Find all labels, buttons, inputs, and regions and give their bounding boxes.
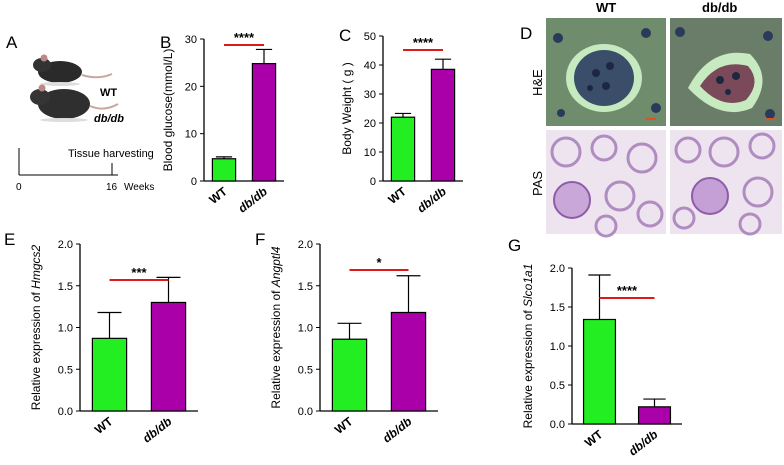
dbdb-mouse-label: db/db xyxy=(94,113,124,125)
chart-f-ytick-label: 0.5 xyxy=(298,364,313,376)
chart-b-significance-label: **** xyxy=(234,30,255,45)
panel-letter-d: D xyxy=(520,24,533,43)
chart-f-ytick-label: 1.5 xyxy=(298,281,313,293)
chart-g-ytick-label: 0.5 xyxy=(550,380,565,392)
panel-letter-c: C xyxy=(339,26,352,45)
chart-f-ylabel-prefix: Relative expression of xyxy=(269,287,283,408)
wt-mouse-label: WT xyxy=(100,87,117,99)
panel-letter-a: A xyxy=(6,33,18,52)
panel-letter-g: G xyxy=(508,236,522,255)
chart-c-ytick-label: 10 xyxy=(364,147,376,159)
chart-g-ytick-label: 1.0 xyxy=(550,341,565,353)
timeline-unit-label: Weeks xyxy=(124,182,154,193)
panel-a-figure: WT db/db Tissue harvesting 0 16 Weeks xyxy=(16,54,154,193)
chart-c-significance-label: **** xyxy=(413,35,434,50)
chart-e-ytick-label: 0.5 xyxy=(58,364,73,376)
chart-f-ytick-label: 1.0 xyxy=(298,323,313,335)
chart-e-bar-wt xyxy=(91,337,128,412)
chart-e-bar-dbdb xyxy=(150,301,187,412)
timeline-event-label: Tissue harvesting xyxy=(68,148,154,160)
chart-c-ytick-label: 0 xyxy=(370,176,376,188)
chart-b-ylabel: Blood glucose(mmol/L) xyxy=(161,49,175,172)
chart-g-bar-dbdb xyxy=(637,406,672,425)
chart-e-ytick-label: 2.0 xyxy=(58,239,73,251)
chart-e-ylabel: Relative expression of Hmgcs2 xyxy=(29,244,43,410)
panel-letter-f: F xyxy=(255,230,266,249)
chart-c-bar-wt xyxy=(390,116,416,182)
chart-b-ytick-label: 30 xyxy=(185,34,197,46)
chart-g-ytick-label: 1.5 xyxy=(550,302,565,314)
histology-col-wt-label: WT xyxy=(596,0,617,15)
chart-b-ytick-label: 20 xyxy=(185,81,197,93)
chart-g-ytick-label: 0.0 xyxy=(550,419,565,431)
chart-c-ytick-label: 20 xyxy=(364,118,376,130)
chart-f-bar-wt xyxy=(331,338,368,412)
chart-g-ylabel-gene: Slco1a1 xyxy=(521,264,535,307)
chart-e-ytick-label: 0.0 xyxy=(58,406,73,418)
chart-e-ylabel-gene: Hmgcs2 xyxy=(29,244,43,288)
chart-g-ylabel-prefix: Relative expression of xyxy=(521,307,535,428)
chart-c-bar-dbdb xyxy=(430,68,456,182)
chart-b-bar-dbdb xyxy=(251,63,277,182)
chart-f-ylabel: Relative expression of Angptl4 xyxy=(269,246,283,408)
chart-f-bar-dbdb xyxy=(390,311,427,412)
timeline-tick-label-16: 16 xyxy=(106,182,118,193)
histology-he-wt-image xyxy=(546,18,666,126)
timeline-tick-label-0: 0 xyxy=(16,182,22,193)
chart-g-ytick-label: 2.0 xyxy=(550,263,565,275)
histology-he-dbdb-image xyxy=(670,18,782,126)
chart-f-ytick-label: 0.0 xyxy=(298,406,313,418)
chart-f-ytick-label: 2.0 xyxy=(298,239,313,251)
chart-g-ylabel: Relative expression of Slco1a1 xyxy=(521,264,535,429)
chart-b-bar-wt xyxy=(211,158,237,182)
panel-letter-e: E xyxy=(4,230,16,249)
histology-pas-dbdb-image xyxy=(670,130,782,236)
chart-e-ylabel-prefix: Relative expression of xyxy=(29,289,43,410)
chart-c-ytick-label: 50 xyxy=(364,31,376,43)
chart-c-ylabel: Body Weight ( g ) xyxy=(340,62,354,154)
chart-g-category-label: WT xyxy=(582,427,606,450)
chart-g-category-label: db/db xyxy=(626,427,660,458)
chart-b-ytick-label: 0 xyxy=(191,176,197,188)
panel-letter-b: B xyxy=(160,33,172,52)
chart-f-significance-label: * xyxy=(376,255,382,270)
histology-pas-wt-image xyxy=(546,130,666,238)
chart-c-ytick-label: 40 xyxy=(364,60,376,72)
dbdb-mouse-image xyxy=(30,84,119,122)
chart-b-ytick-label: 10 xyxy=(185,129,197,141)
wt-mouse-image xyxy=(33,54,113,86)
chart-e-ytick-label: 1.0 xyxy=(58,323,73,335)
chart-g-significance-label: **** xyxy=(617,283,638,298)
chart-e-ytick-label: 1.5 xyxy=(58,281,73,293)
chart-e-significance-label: *** xyxy=(131,265,147,280)
histology-col-dbdb-label: db/db xyxy=(702,0,738,15)
chart-f-ylabel-gene: Angptl4 xyxy=(269,246,283,288)
chart-c-ytick-label: 30 xyxy=(364,89,376,101)
chart-g-bar-wt xyxy=(582,318,617,425)
